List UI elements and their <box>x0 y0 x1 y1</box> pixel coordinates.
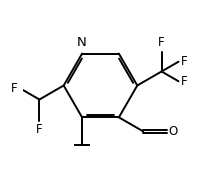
Text: F: F <box>181 75 188 88</box>
Text: F: F <box>11 82 18 96</box>
Text: O: O <box>169 125 178 138</box>
Text: F: F <box>36 123 43 136</box>
Text: F: F <box>158 36 165 49</box>
Text: N: N <box>76 36 86 49</box>
Text: F: F <box>181 55 188 68</box>
